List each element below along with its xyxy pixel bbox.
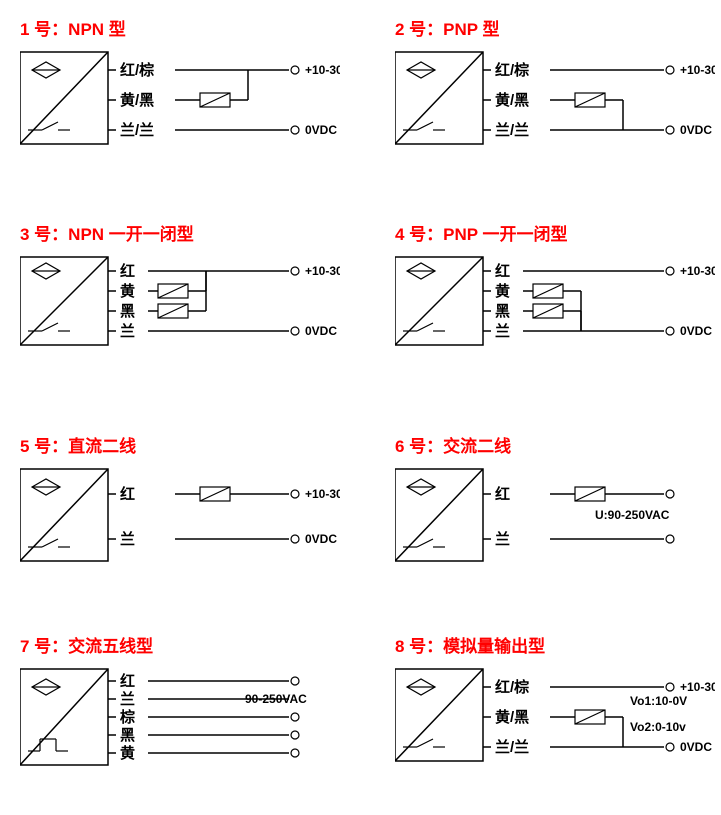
wire-label-0: 红/棕	[120, 61, 154, 79]
terminal-label-3: 0VDC	[305, 324, 337, 338]
terminal-label-3: 0VDC	[680, 324, 712, 338]
wire-label-3: 兰	[495, 322, 510, 340]
terminal-label-2: 0VDC	[680, 123, 712, 137]
terminal-label-2: 0VDC	[680, 740, 712, 754]
terminal-label-2: 0VDC	[305, 123, 337, 137]
diagram-7: 7 号：交流五线型 红兰 90-250VAC 棕黑黄	[20, 632, 340, 769]
diagram-8-svg: 红/棕 +10-30VDC 黄/黑 兰/兰 0VDC Vo1:10-0V Vo2:0-10…	[395, 665, 715, 765]
wire-label-0: 红/棕	[495, 61, 529, 79]
terminal-label-0: +10-30VDC	[305, 487, 340, 501]
wire-label-1: 黄/黑	[495, 708, 529, 726]
diagram-2: 2 号：PNP 型 红/棕 +10-30VDC 黄/黑 兰/兰 0VDC	[395, 15, 715, 148]
diagram-5: 5 号：直流二线 红 +10-30VDC 兰 0VDC	[20, 432, 340, 565]
wire-label-1: 黄	[120, 282, 135, 300]
extra-label-0: Vo1:10-0V	[630, 694, 687, 708]
diagram-8-title: 8 号：模拟量输出型	[395, 632, 715, 657]
diagram-3-svg: 红 +10-30VDC 黄 黑 兰 0VDC	[20, 253, 340, 349]
diagram-1: 1 号：NPN 型 红/棕 +10-30VDC 黄/黑 兰/兰 0VDC	[20, 15, 340, 148]
wire-label-2: 兰/兰	[495, 738, 529, 756]
extra-label: U:90-250VAC	[595, 508, 670, 522]
diagram-2-svg: 红/棕 +10-30VDC 黄/黑 兰/兰 0VDC	[395, 48, 715, 148]
diagram-3-title: 3 号：NPN 一开一闭型	[20, 220, 340, 245]
diagram-5-title: 5 号：直流二线	[20, 432, 340, 457]
wire-label-1: 兰	[120, 530, 135, 548]
wire-label-1: 黄/黑	[120, 91, 154, 109]
wire-label-0: 红	[120, 262, 135, 280]
diagram-5-svg: 红 +10-30VDC 兰 0VDC	[20, 465, 340, 565]
wire-label-2: 黑	[120, 303, 135, 320]
wire-label-0: 红	[495, 262, 510, 280]
diagram-8: 8 号：模拟量输出型 红/棕 +10-30VDC 黄/黑 兰/兰 0VDC Vo1:10…	[395, 632, 715, 765]
wire-label-2: 兰/兰	[495, 121, 529, 139]
wire-label-2: 兰/兰	[120, 121, 154, 139]
wire-label-1: 黄	[495, 282, 510, 300]
terminal-label-0: +10-30VDC	[680, 264, 715, 278]
diagram-1-svg: 红/棕 +10-30VDC 黄/黑 兰/兰 0VDC	[20, 48, 340, 148]
wire-label-0: 红	[495, 485, 510, 503]
wire-label-3: 兰	[120, 322, 135, 340]
extra-label-1: Vo2:0-10v	[630, 720, 686, 734]
diagram-6-svg: 红 兰 U:90-250VAC	[395, 465, 715, 565]
wire-label-1: 黄/黑	[495, 91, 529, 109]
diagram-3: 3 号：NPN 一开一闭型 红 +10-30VDC 黄 黑 兰 0VDC	[20, 220, 340, 349]
diagram-4: 4 号：PNP 一开一闭型 红 +10-30VDC 黄 黑 兰 0VDC	[395, 220, 715, 349]
wire-label-2: 黑	[495, 303, 510, 320]
terminal-label-1: 90-250VAC	[245, 692, 307, 706]
wire-label-1: 兰	[120, 690, 135, 708]
terminal-label-0: +10-30VDC	[305, 264, 340, 278]
diagram-6: 6 号：交流二线 红 兰 U:90-250VAC	[395, 432, 715, 565]
diagram-6-title: 6 号：交流二线	[395, 432, 715, 457]
diagram-2-title: 2 号：PNP 型	[395, 15, 715, 40]
diagram-1-title: 1 号：NPN 型	[20, 15, 340, 40]
diagram-4-svg: 红 +10-30VDC 黄 黑 兰 0VDC	[395, 253, 715, 349]
wire-label-0: 红	[120, 485, 135, 503]
terminal-label-0: +10-30VDC	[305, 63, 340, 77]
diagram-7-svg: 红兰 90-250VAC 棕黑黄	[20, 665, 340, 769]
terminal-label-0: +10-30VDC	[680, 63, 715, 77]
wire-label-4: 黄	[120, 744, 135, 762]
wire-label-3: 黑	[120, 727, 135, 744]
wire-label-0: 红/棕	[495, 678, 529, 696]
wire-label-2: 棕	[120, 708, 135, 726]
diagram-4-title: 4 号：PNP 一开一闭型	[395, 220, 715, 245]
diagram-7-title: 7 号：交流五线型	[20, 632, 340, 657]
terminal-label-0: +10-30VDC	[680, 680, 715, 694]
wire-label-0: 红	[120, 672, 135, 690]
terminal-label-1: 0VDC	[305, 532, 337, 546]
wire-label-1: 兰	[495, 530, 510, 548]
